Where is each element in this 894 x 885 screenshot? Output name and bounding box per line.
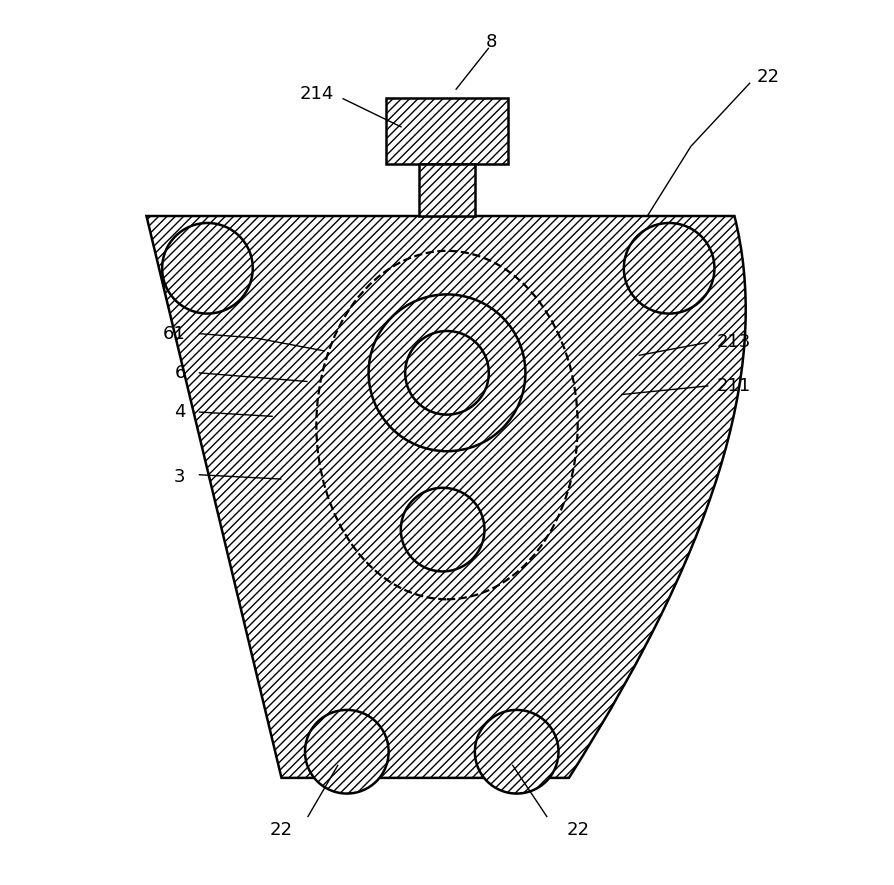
Text: 22: 22 <box>756 67 780 86</box>
Circle shape <box>401 488 485 572</box>
Text: 214: 214 <box>299 85 333 103</box>
Text: 6: 6 <box>174 364 186 381</box>
Text: 4: 4 <box>174 403 186 421</box>
Text: 3: 3 <box>174 468 186 487</box>
Polygon shape <box>419 164 475 216</box>
Polygon shape <box>386 98 508 164</box>
Text: 22: 22 <box>566 821 589 840</box>
Text: 8: 8 <box>486 33 498 50</box>
Circle shape <box>368 295 526 451</box>
Circle shape <box>405 331 489 415</box>
Text: 213: 213 <box>717 334 752 351</box>
Circle shape <box>475 710 559 794</box>
Text: 22: 22 <box>270 821 293 840</box>
PathPatch shape <box>147 216 746 778</box>
Text: 211: 211 <box>717 377 751 395</box>
Circle shape <box>624 223 714 313</box>
Text: 61: 61 <box>163 325 186 342</box>
Circle shape <box>305 710 389 794</box>
Circle shape <box>162 223 253 313</box>
